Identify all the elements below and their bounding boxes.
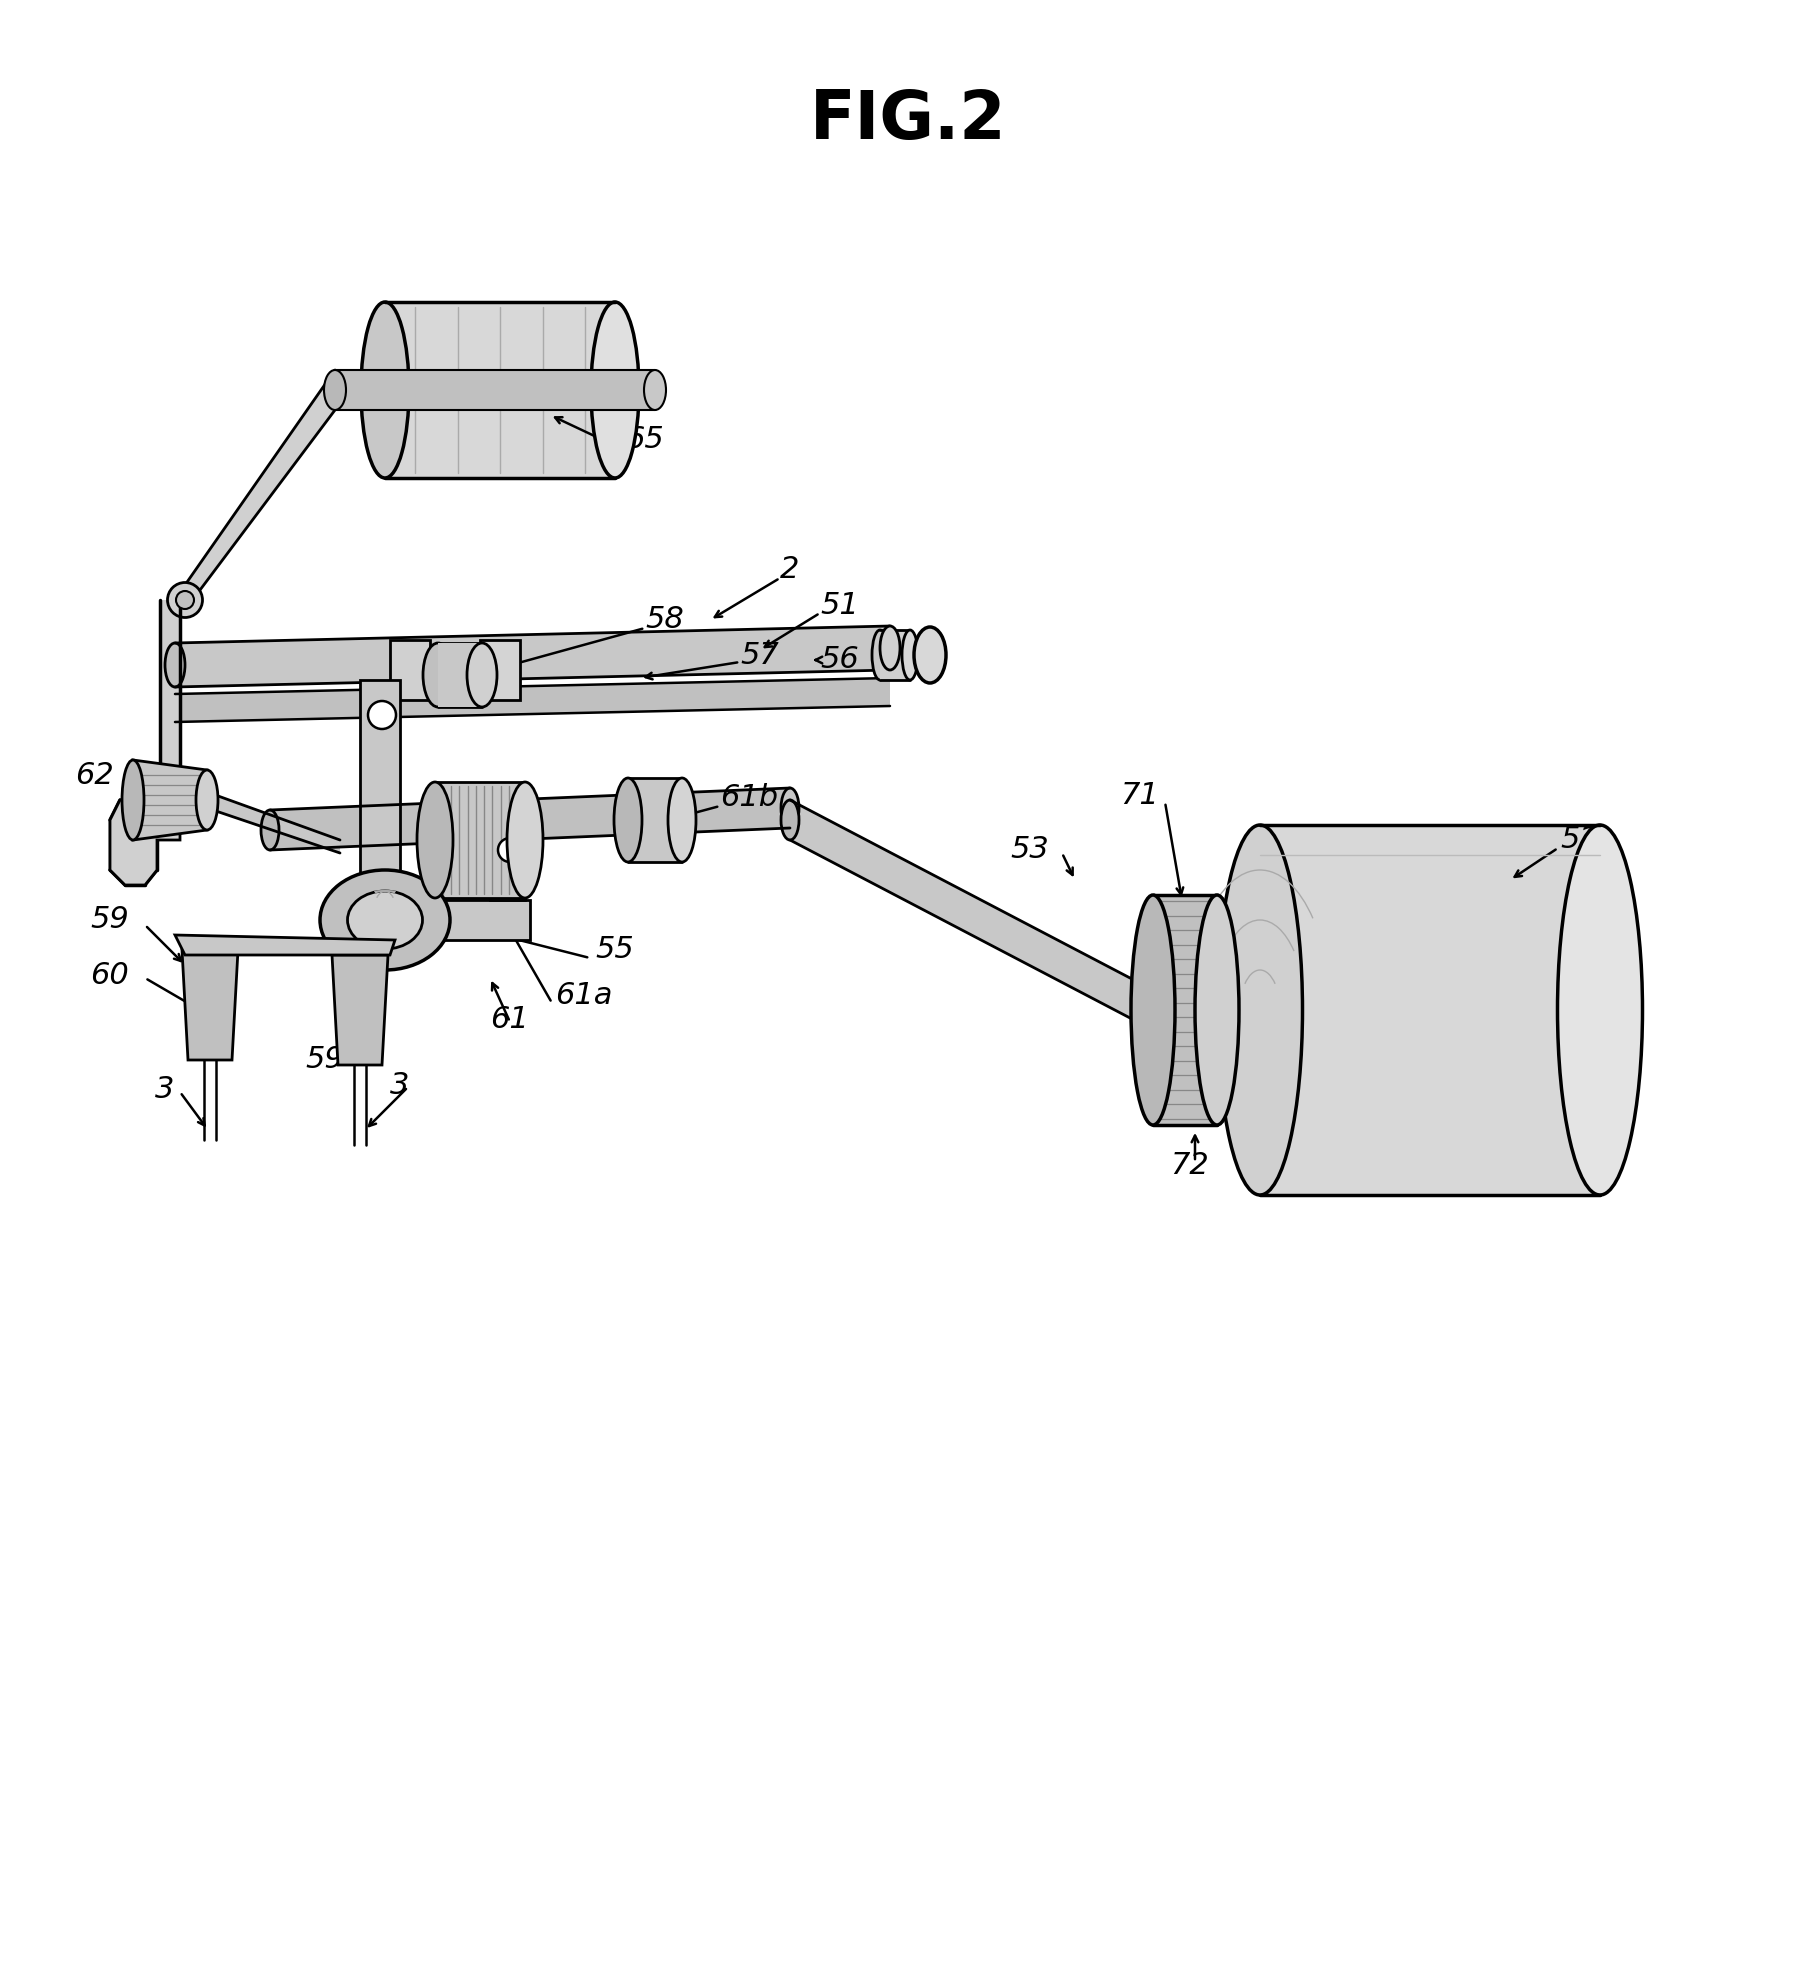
Ellipse shape xyxy=(781,800,799,840)
Polygon shape xyxy=(385,303,616,477)
Polygon shape xyxy=(360,679,400,921)
Ellipse shape xyxy=(1558,826,1642,1196)
Text: 61b: 61b xyxy=(719,784,777,812)
Text: 61: 61 xyxy=(490,1006,528,1034)
Ellipse shape xyxy=(176,590,194,610)
Ellipse shape xyxy=(167,582,203,618)
Ellipse shape xyxy=(320,869,450,970)
Polygon shape xyxy=(182,950,238,1059)
Polygon shape xyxy=(628,778,683,861)
Ellipse shape xyxy=(872,630,888,679)
Polygon shape xyxy=(174,935,396,954)
Text: 59: 59 xyxy=(305,1045,343,1075)
Text: 65: 65 xyxy=(625,426,665,455)
Polygon shape xyxy=(436,782,525,899)
Text: 52: 52 xyxy=(1560,826,1598,855)
Text: 3: 3 xyxy=(390,1071,409,1099)
Text: 62: 62 xyxy=(74,760,114,790)
Ellipse shape xyxy=(418,782,452,899)
Text: 72: 72 xyxy=(1170,1150,1209,1180)
Ellipse shape xyxy=(781,788,799,828)
Polygon shape xyxy=(174,626,890,687)
Polygon shape xyxy=(334,370,656,410)
Ellipse shape xyxy=(262,810,280,849)
Polygon shape xyxy=(390,640,430,701)
Ellipse shape xyxy=(668,778,696,861)
Ellipse shape xyxy=(590,303,639,477)
Ellipse shape xyxy=(323,370,347,410)
Ellipse shape xyxy=(467,644,498,707)
Text: 60: 60 xyxy=(91,960,129,990)
Ellipse shape xyxy=(903,630,919,679)
Text: 3: 3 xyxy=(154,1075,174,1105)
Ellipse shape xyxy=(196,770,218,830)
Ellipse shape xyxy=(498,838,521,861)
Text: FIG.2: FIG.2 xyxy=(810,87,1006,152)
Ellipse shape xyxy=(881,626,901,669)
Polygon shape xyxy=(438,644,481,707)
Polygon shape xyxy=(1153,895,1217,1125)
Ellipse shape xyxy=(1131,895,1175,1125)
Text: 59: 59 xyxy=(91,905,129,935)
Text: 58: 58 xyxy=(645,606,685,634)
Ellipse shape xyxy=(165,644,185,687)
Ellipse shape xyxy=(122,760,143,840)
Ellipse shape xyxy=(369,701,396,729)
Ellipse shape xyxy=(1217,826,1302,1196)
Ellipse shape xyxy=(913,628,946,683)
Text: 53: 53 xyxy=(1010,836,1050,865)
Polygon shape xyxy=(111,800,180,885)
Polygon shape xyxy=(174,677,890,723)
Polygon shape xyxy=(360,901,530,940)
Polygon shape xyxy=(133,760,207,840)
Ellipse shape xyxy=(645,370,666,410)
Polygon shape xyxy=(1260,826,1600,1196)
Text: 71: 71 xyxy=(1120,780,1159,810)
Text: 51: 51 xyxy=(821,590,859,620)
Ellipse shape xyxy=(507,782,543,899)
Ellipse shape xyxy=(361,303,409,477)
Polygon shape xyxy=(332,954,389,1065)
Ellipse shape xyxy=(423,644,452,707)
Text: 56: 56 xyxy=(821,645,859,675)
Polygon shape xyxy=(790,800,1153,1030)
Polygon shape xyxy=(479,640,519,701)
Polygon shape xyxy=(881,630,910,679)
Ellipse shape xyxy=(1195,895,1239,1125)
Text: 57: 57 xyxy=(739,640,779,669)
Text: 61a: 61a xyxy=(556,980,612,1010)
Text: 2: 2 xyxy=(781,556,799,584)
Polygon shape xyxy=(185,370,334,610)
Polygon shape xyxy=(271,788,790,849)
Ellipse shape xyxy=(614,778,643,861)
Polygon shape xyxy=(160,600,180,820)
Ellipse shape xyxy=(347,891,423,948)
Polygon shape xyxy=(207,792,340,853)
Text: 55: 55 xyxy=(596,935,634,964)
Polygon shape xyxy=(490,800,525,901)
